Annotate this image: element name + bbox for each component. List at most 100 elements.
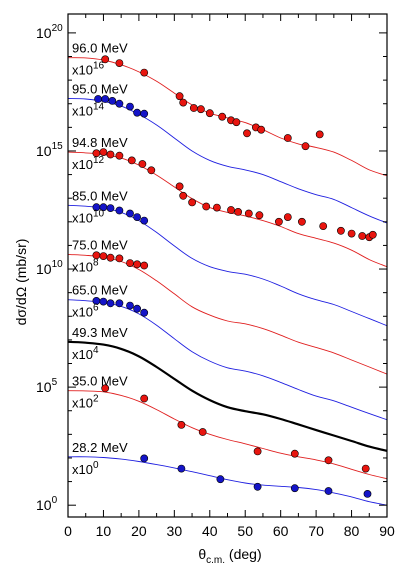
x-tick-label-9: 90: [379, 523, 395, 539]
data-point-5-3: [115, 299, 124, 308]
data-point-0-5: [189, 104, 198, 112]
model-curve-7: [68, 390, 387, 480]
data-point-2-2: [106, 150, 115, 159]
data-point-3-3: [115, 206, 124, 215]
data-point-5-6: [140, 308, 149, 317]
data-point-0-3: [175, 92, 184, 101]
data-point-7-5: [290, 449, 299, 458]
data-point-3-6: [140, 216, 149, 225]
scale-label-8: x100: [72, 460, 99, 477]
y-tick-label-1: 105: [36, 377, 58, 395]
y-tick-label-4: 1020: [36, 23, 63, 41]
model-curve-4: [68, 253, 387, 375]
model-curve-3: [68, 204, 387, 327]
data-point-2-8: [179, 191, 188, 200]
data-point-1-1: [101, 95, 110, 103]
data-point-7-1: [140, 394, 149, 403]
model-curve-8: [68, 456, 387, 506]
model-curves: [68, 57, 387, 506]
x-tick-label-8: 80: [344, 523, 360, 539]
scale-label-4: x108: [72, 257, 99, 274]
data-point-2-16: [274, 217, 283, 226]
data-point-0-15: [301, 142, 310, 151]
data-point-2-5: [138, 160, 147, 168]
y-tick-label-3: 1015: [36, 141, 63, 159]
data-point-2-4: [127, 156, 136, 165]
data-point-5-1: [99, 297, 108, 306]
x-tick-label-1: 10: [96, 523, 112, 539]
data-point-0-13: [257, 125, 266, 134]
energy-label-5: 65.0 MeV: [72, 283, 128, 298]
data-point-0-0: [101, 55, 110, 64]
data-point-2-10: [202, 202, 211, 211]
data-point-0-14: [283, 134, 292, 142]
data-point-3-4: [126, 209, 134, 218]
data-point-1-3: [115, 99, 124, 108]
data-point-4-1: [99, 252, 108, 260]
data-point-0-7: [205, 109, 214, 118]
data-point-1-6: [140, 109, 149, 118]
data-point-2-24: [368, 230, 377, 239]
data-point-0-6: [196, 105, 205, 114]
scale-label-2: x1012: [72, 155, 105, 172]
data-point-3-5: [133, 213, 141, 221]
energy-label-4: 75.0 MeV: [72, 237, 128, 252]
data-point-0-4: [179, 98, 188, 107]
energy-label-3: 85.0 MeV: [72, 188, 128, 203]
y-tick-label-0: 100: [36, 495, 58, 513]
x-axis-title: θc.m. (deg): [198, 546, 261, 566]
energy-label-1: 95.0 MeV: [72, 82, 128, 97]
axis-titles: dσ/dΩ (mb/sr) θc.m. (deg): [13, 239, 262, 566]
data-point-2-12: [227, 206, 235, 214]
x-tick-label-5: 50: [237, 523, 253, 539]
data-point-8-0: [140, 454, 149, 463]
data-point-5-5: [133, 304, 141, 313]
data-point-0-16: [315, 130, 324, 139]
data-point-2-3: [115, 151, 124, 160]
y-tick-label-2: 1010: [36, 259, 63, 277]
data-point-0-2: [140, 68, 149, 77]
energy-label-8: 28.2 MeV: [72, 440, 128, 455]
x-tick-label-7: 70: [308, 523, 324, 539]
data-point-0-11: [243, 129, 251, 138]
data-point-1-2: [108, 97, 117, 105]
x-tick-label-3: 30: [167, 523, 183, 539]
model-curve-0: [68, 57, 387, 177]
data-point-8-6: [363, 489, 372, 498]
data-point-2-9: [188, 198, 196, 207]
data-point-0-1: [115, 59, 124, 67]
data-point-4-6: [140, 261, 149, 270]
x-axis-title-subscript: c.m.: [206, 555, 225, 566]
scale-label-6: x104: [72, 345, 99, 362]
data-point-8-5: [324, 487, 333, 495]
series-labels: 96.0 MeV x1016 95.0 MeV x1014 94.8 MeV x1012 8…: [72, 41, 128, 477]
data-point-8-1: [177, 464, 186, 473]
data-point-0-8: [218, 112, 227, 121]
data-point-7-2: [177, 420, 186, 429]
data-point-4-2: [106, 253, 115, 262]
x-axis-title-symbol: θ: [198, 546, 206, 562]
x-tick-label-4: 40: [202, 523, 218, 539]
y-axis-title: dσ/dΩ (mb/sr): [13, 239, 29, 326]
data-point-2-7: [175, 182, 184, 191]
x-tick-label-2: 20: [131, 523, 147, 539]
data-point-8-3: [253, 482, 262, 491]
data-point-7-0: [101, 384, 110, 393]
x-axis-title-unit: (deg): [225, 546, 262, 562]
data-point-2-21: [347, 229, 356, 238]
data-point-2-17: [283, 213, 292, 221]
data-point-4-4: [126, 259, 134, 267]
data-point-2-18: [297, 217, 306, 226]
data-point-5-4: [126, 301, 134, 310]
model-curve-6: [68, 340, 387, 452]
x-tick-label-6: 60: [273, 523, 289, 539]
data-point-2-13: [234, 207, 242, 216]
energy-label-0: 96.0 MeV: [72, 41, 128, 56]
data-point-2-20: [336, 226, 345, 235]
data-point-7-3: [198, 428, 207, 436]
data-point-3-2: [106, 204, 115, 212]
data-point-2-6: [147, 166, 156, 175]
data-point-4-5: [133, 260, 141, 269]
data-point-2-19: [319, 222, 328, 230]
